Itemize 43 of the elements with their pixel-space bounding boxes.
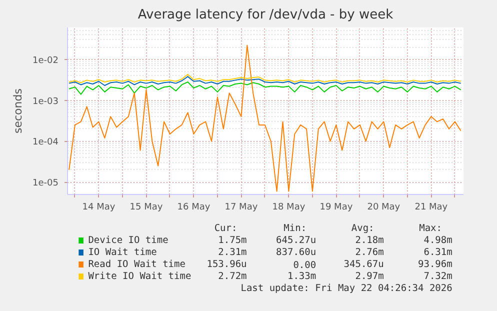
text: 2.76m	[355, 247, 384, 258]
legend-label: Device IO time	[88, 235, 169, 246]
text: 2.18m	[355, 235, 384, 246]
x-tick-label: 14 May	[82, 202, 116, 212]
y-tick-label: 1e-04	[32, 138, 59, 148]
text: Avg:	[351, 223, 374, 234]
x-tick-label: 19 May	[320, 202, 354, 212]
legend-label: IO Wait time	[88, 247, 158, 258]
x-tick-label: 20 May	[367, 202, 401, 212]
legend-label: Read IO Wait time	[88, 259, 186, 270]
y-tick-label: 1e-02	[32, 56, 59, 66]
text: 93.96m	[418, 259, 453, 270]
x-tick-label: 16 May	[177, 202, 211, 212]
text: 1.75m	[218, 235, 248, 246]
line-series	[68, 76, 462, 86]
x-tick-label: 18 May	[272, 202, 306, 212]
text: Last update: Fri May 22 04:26:34 2026	[240, 283, 453, 294]
text: 2.31m	[218, 247, 248, 258]
text: Cur:	[214, 223, 238, 234]
text: Min:	[284, 223, 307, 234]
line-series	[68, 81, 462, 95]
x-tick-label: 21 May	[414, 202, 448, 212]
text: 2.97m	[355, 271, 384, 282]
text: 1.33m	[288, 271, 316, 282]
text: 345.67u	[344, 259, 384, 270]
legend-label: Write IO Wait time	[88, 271, 192, 282]
text: 4.98m	[424, 235, 453, 246]
text: 837.60u	[276, 247, 316, 258]
x-tick-label: 17 May	[224, 202, 258, 212]
text: 153.96u	[206, 259, 247, 270]
y-axis-title: seconds	[12, 88, 25, 134]
text: 7.32m	[424, 271, 453, 282]
y-tick-label: 1e-03	[32, 96, 59, 107]
text: 6.31m	[424, 247, 453, 258]
x-tick-label: 15 May	[130, 202, 164, 212]
text: 0.00	[293, 260, 316, 271]
text: 645.27u	[276, 235, 316, 246]
line-series	[68, 44, 462, 192]
line-series	[68, 74, 462, 84]
chart-title: Average latency for /dev/vda - by week	[138, 8, 394, 22]
text: 2.72m	[218, 271, 248, 282]
y-tick-label: 1e-05	[32, 178, 59, 189]
text: Max:	[419, 223, 442, 234]
